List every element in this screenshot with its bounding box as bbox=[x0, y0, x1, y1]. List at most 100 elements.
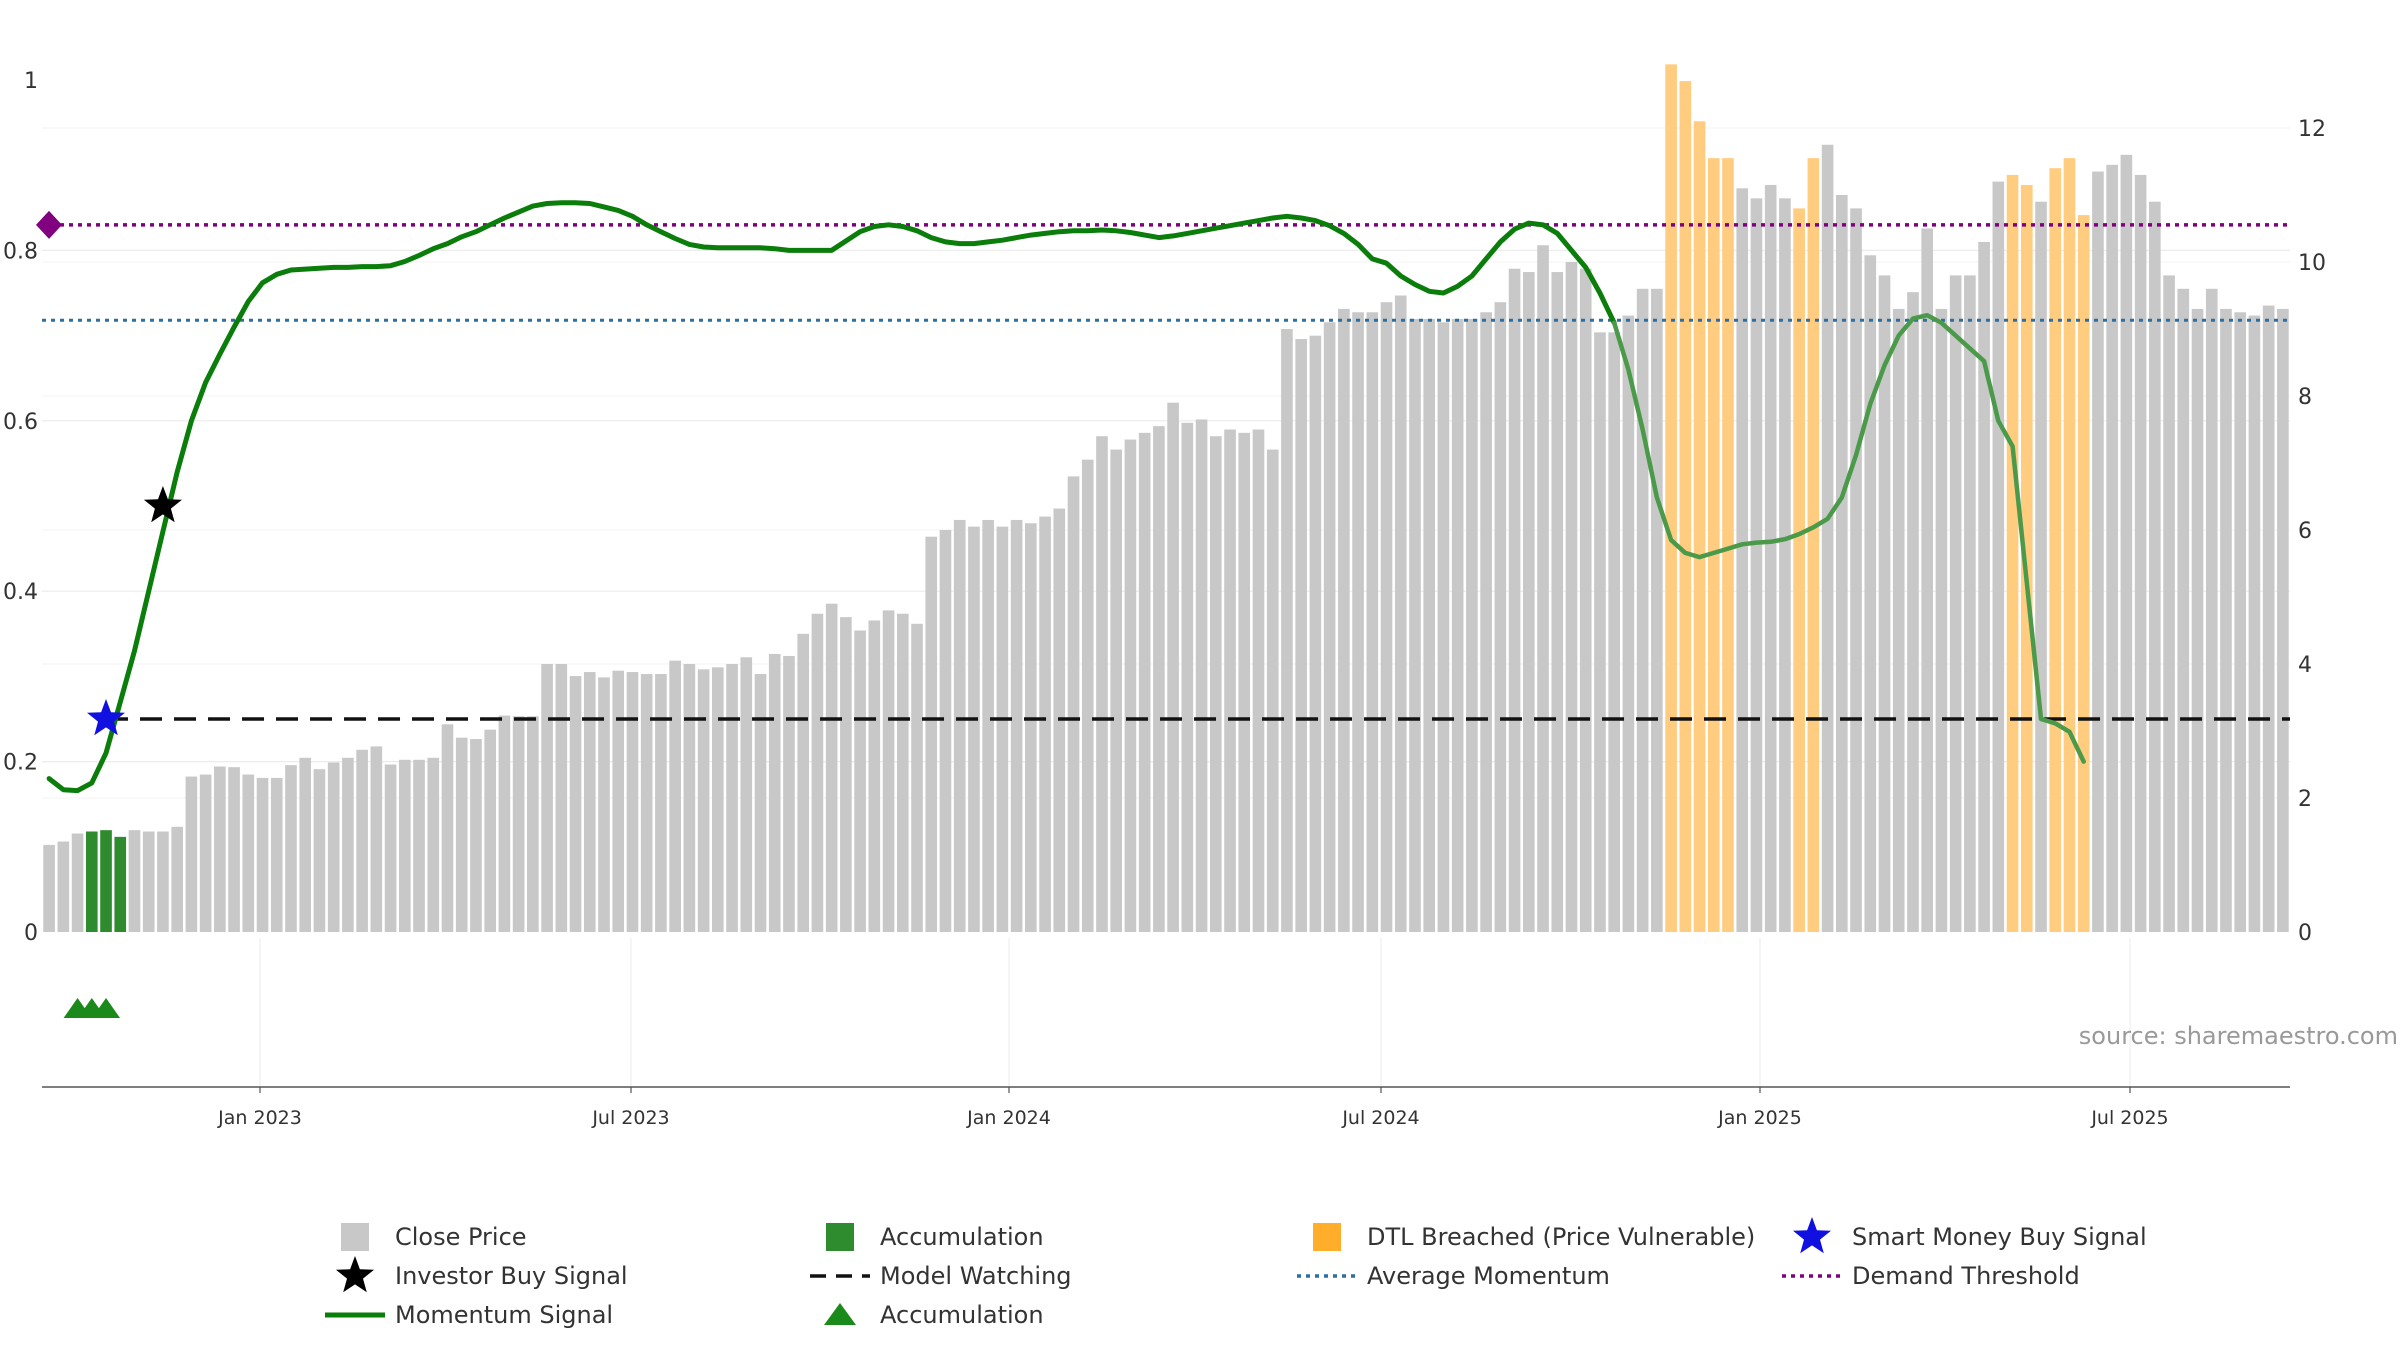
smart-money-buy-star bbox=[87, 699, 125, 736]
close-price-bar bbox=[214, 766, 226, 932]
close-price-bar bbox=[555, 664, 568, 932]
close-price-bar bbox=[1352, 312, 1364, 932]
dtl-breached-bar bbox=[2063, 158, 2076, 932]
close-price-bar bbox=[1394, 295, 1407, 932]
close-price-bar bbox=[569, 676, 582, 932]
close-price-bar bbox=[1821, 144, 1834, 932]
right-axis-tick-label: 10 bbox=[2298, 251, 2326, 276]
close-price-bar bbox=[925, 536, 938, 932]
close-price-bar bbox=[1750, 198, 1763, 933]
close-price-bar bbox=[854, 630, 866, 932]
close-price-bar bbox=[1594, 332, 1606, 933]
dtl-breached-bar bbox=[1693, 121, 1706, 933]
close-price-bar bbox=[1153, 426, 1165, 932]
close-price-bar bbox=[1195, 419, 1208, 932]
accumulation-triangle bbox=[92, 998, 121, 1018]
close-price-bar bbox=[911, 623, 923, 932]
legend-label: Momentum Signal bbox=[395, 1301, 613, 1329]
close-price-bar bbox=[128, 830, 141, 932]
accumulation-bar bbox=[85, 831, 98, 932]
close-price-bar bbox=[1992, 181, 2005, 933]
accumulation-bar bbox=[114, 836, 127, 932]
dtl-breached-bar bbox=[2006, 174, 2019, 932]
close-price-bar bbox=[1323, 322, 1336, 932]
close-price-bar bbox=[783, 655, 795, 932]
close-price-bar bbox=[2149, 201, 2161, 932]
right-axis-tick-label: 4 bbox=[2298, 653, 2312, 678]
close-price-bar bbox=[768, 653, 781, 932]
close-price-bar bbox=[882, 610, 895, 932]
close-price-bar bbox=[669, 660, 681, 932]
close-price-bar bbox=[541, 664, 553, 932]
momentum-signal-group bbox=[46, 200, 2086, 794]
close-price-bar bbox=[697, 669, 710, 932]
close-price-bar bbox=[612, 670, 625, 932]
right-axis-tick-label: 12 bbox=[2298, 117, 2326, 142]
legend-symbol-dtl bbox=[1313, 1223, 1341, 1251]
close-price-bar bbox=[498, 715, 511, 932]
left-axis-tick-label: 0.6 bbox=[3, 410, 38, 435]
close-price-bar bbox=[1295, 339, 1307, 932]
close-price-bar bbox=[1167, 402, 1179, 932]
legend-symbol-investor-star bbox=[336, 1256, 374, 1293]
close-price-bar bbox=[1779, 198, 1791, 933]
dtl-breached-bar bbox=[2049, 168, 2062, 932]
close-price-bar bbox=[583, 672, 596, 932]
right-axis-tick-label: 0 bbox=[2298, 921, 2312, 946]
left-axis-tick-label: 0.2 bbox=[3, 751, 38, 776]
close-price-bar bbox=[726, 664, 738, 932]
close-price-bar bbox=[71, 833, 84, 932]
close-price-bar bbox=[256, 777, 269, 932]
legend-symbol-accumulation-triangle bbox=[824, 1303, 856, 1325]
close-price-bar bbox=[1651, 288, 1663, 932]
left-axis-tick-label: 0 bbox=[24, 921, 38, 946]
close-price-bar bbox=[811, 613, 824, 932]
close-price-bar bbox=[413, 759, 425, 932]
close-price-bar bbox=[1522, 272, 1535, 932]
close-price-bar bbox=[1010, 519, 1023, 932]
close-price-bar bbox=[171, 826, 183, 932]
left-axis-tick-label: 1 bbox=[24, 69, 38, 94]
close-price-bar bbox=[1380, 302, 1393, 932]
close-price-bar bbox=[968, 526, 980, 932]
left-axis-tick-label: 0.8 bbox=[3, 239, 38, 264]
close-price-bar bbox=[1622, 315, 1635, 933]
close-price-bar bbox=[1921, 228, 1934, 932]
close-price-bar bbox=[1864, 255, 1877, 933]
close-price-bar bbox=[1209, 436, 1222, 932]
dtl-breached-bar bbox=[2020, 184, 2033, 932]
close-price-bar bbox=[1224, 429, 1236, 932]
close-price-bar bbox=[1608, 332, 1620, 933]
close-price-bar bbox=[939, 530, 952, 932]
x-axis-tick-label: Jul 2023 bbox=[591, 1107, 669, 1129]
close-price-bar bbox=[2234, 312, 2247, 932]
legend-symbol-close-price bbox=[341, 1223, 369, 1251]
close-price-bar bbox=[370, 746, 383, 932]
dtl-breached-bar bbox=[1793, 208, 1805, 932]
close-price-bar bbox=[1338, 308, 1350, 932]
close-price-bar bbox=[1978, 241, 1990, 932]
close-price-bar bbox=[1878, 275, 1891, 932]
close-price-bar bbox=[2092, 171, 2104, 933]
close-price-bar bbox=[1409, 318, 1421, 932]
close-price-bar bbox=[1836, 195, 1848, 932]
close-price-bar bbox=[1025, 523, 1037, 932]
close-price-bar bbox=[455, 737, 468, 932]
close-price-bar bbox=[825, 603, 838, 932]
close-price-bar bbox=[2205, 288, 2218, 932]
close-price-bar bbox=[655, 674, 667, 932]
close-price-bar bbox=[1892, 308, 1905, 932]
momentum-signal-line-faded bbox=[1611, 312, 2086, 764]
close-price-bar bbox=[840, 617, 852, 932]
legend-label: Average Momentum bbox=[1367, 1262, 1610, 1290]
x-axis-tick-label: Jan 2024 bbox=[966, 1107, 1051, 1129]
close-price-bar bbox=[384, 764, 397, 932]
close-price-bar bbox=[754, 674, 767, 932]
x-axis-tick-label: Jan 2025 bbox=[1717, 1107, 1802, 1129]
close-price-bars bbox=[43, 64, 2289, 933]
legend-label: Accumulation bbox=[880, 1301, 1044, 1329]
close-price-bar bbox=[43, 844, 55, 932]
close-price-bar bbox=[996, 526, 1009, 932]
close-price-bar bbox=[484, 729, 496, 932]
